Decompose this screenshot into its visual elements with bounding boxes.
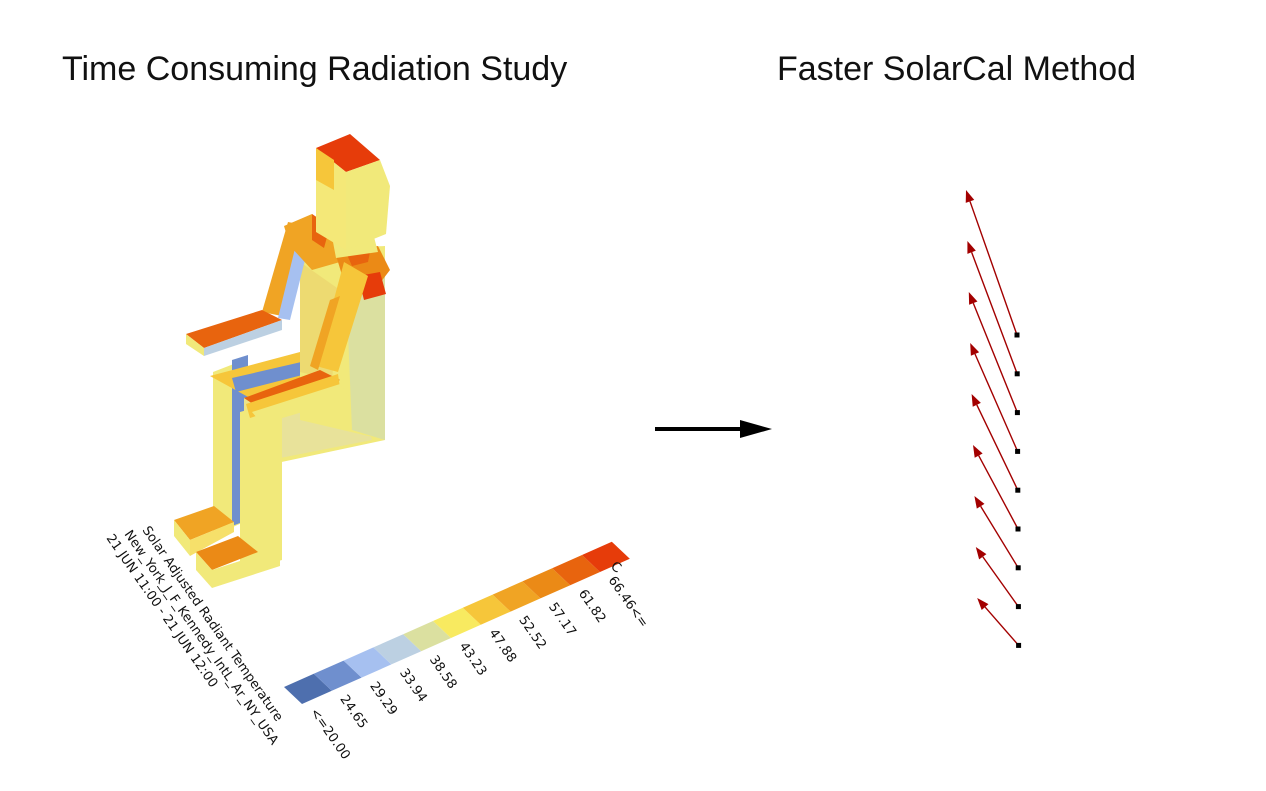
vector-origin-point	[1014, 332, 1020, 338]
vector-line	[974, 353, 1019, 452]
vector-arrowhead	[970, 343, 980, 356]
legend-tick-label: 43.23	[456, 640, 490, 679]
transition-arrow	[655, 420, 772, 438]
vector-origin-point	[1015, 487, 1021, 493]
vector-arrowhead	[977, 598, 989, 610]
legend: <=20.0024.6529.2933.9438.5843.2347.8852.…	[103, 524, 651, 763]
vector-origin-point	[1015, 565, 1021, 571]
legend-swatch	[433, 607, 481, 638]
legend-tick-label: 47.88	[486, 626, 520, 665]
vector-arrowhead	[967, 241, 976, 254]
vector-arrowhead	[973, 445, 983, 458]
legend-color-bar	[284, 541, 630, 704]
vector-arrowhead	[968, 292, 978, 305]
vector-arrowhead	[974, 496, 985, 509]
legend-swatch	[582, 541, 630, 572]
legend-tick-label: 24.65	[337, 692, 371, 731]
legend-swatch	[313, 660, 362, 691]
vector-line	[982, 556, 1019, 608]
title-radiation-study: Time Consuming Radiation Study	[62, 50, 568, 88]
legend-tick-label: 38.58	[426, 653, 460, 692]
vector-line	[980, 505, 1019, 569]
legend-swatch	[284, 673, 332, 704]
vector-line	[972, 302, 1019, 413]
legend-tick-label: 57.17	[545, 600, 579, 639]
vector-origin-point	[1016, 642, 1022, 648]
title-solarcal-method: Faster SolarCal Method	[777, 50, 1137, 88]
vector-origin-point	[1014, 371, 1020, 377]
legend-swatch	[462, 594, 511, 625]
solar-vectors	[965, 190, 1022, 648]
vector-line	[969, 201, 1018, 336]
vector-arrowhead	[971, 394, 981, 407]
vector-origin-point	[1015, 526, 1021, 532]
vector-origin-point	[1014, 410, 1020, 416]
vector-origin-point	[1015, 448, 1021, 454]
legend-swatch	[403, 621, 451, 652]
vector-line	[976, 404, 1019, 491]
vector-arrowhead	[975, 547, 987, 560]
legend-tick-label: 61.82	[575, 587, 609, 626]
human-figure	[174, 134, 390, 588]
legend-swatch	[552, 555, 600, 586]
legend-swatch	[522, 568, 571, 599]
legend-tick-label: 29.29	[366, 679, 400, 718]
legend-tick-label: 33.94	[396, 666, 430, 705]
vector-origin-point	[1015, 604, 1021, 610]
vector-line	[978, 455, 1019, 530]
vector-line	[970, 251, 1018, 375]
legend-swatch	[492, 581, 541, 612]
vector-arrowhead	[965, 190, 975, 203]
legend-tick-label: 52.52	[515, 613, 549, 652]
vector-line	[984, 606, 1020, 646]
legend-swatch	[373, 634, 422, 665]
legend-swatch	[343, 647, 392, 678]
legend-tick-label: 66.46<=	[605, 574, 651, 631]
